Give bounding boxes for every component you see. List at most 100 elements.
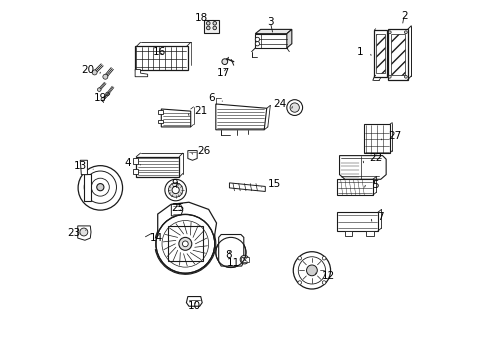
Text: 18: 18 (194, 13, 207, 23)
Circle shape (387, 75, 390, 78)
Text: 8: 8 (224, 250, 231, 260)
Text: 22: 22 (368, 153, 382, 163)
Polygon shape (186, 297, 202, 306)
Polygon shape (336, 212, 377, 231)
Bar (390, 34, 405, 75)
Bar (375, 35, 385, 73)
Polygon shape (187, 150, 197, 160)
Bar (84, 175, 90, 201)
Circle shape (255, 37, 259, 41)
Text: 11: 11 (226, 258, 240, 268)
Text: 25: 25 (171, 203, 184, 213)
Circle shape (97, 88, 101, 91)
Text: 21: 21 (194, 106, 207, 116)
Circle shape (92, 70, 97, 75)
Polygon shape (339, 156, 386, 179)
Circle shape (297, 256, 301, 260)
Circle shape (84, 171, 116, 203)
Circle shape (102, 74, 108, 79)
Text: 10: 10 (187, 301, 201, 311)
Polygon shape (158, 202, 216, 255)
Circle shape (182, 241, 188, 247)
Circle shape (387, 31, 390, 34)
Polygon shape (215, 104, 266, 130)
Polygon shape (158, 110, 163, 114)
Text: 15: 15 (267, 179, 281, 189)
Text: 14: 14 (149, 233, 163, 243)
Polygon shape (135, 69, 147, 77)
Circle shape (206, 22, 210, 25)
Text: 13: 13 (73, 161, 86, 171)
Text: 23: 23 (67, 228, 80, 238)
Polygon shape (336, 179, 372, 195)
Circle shape (212, 22, 216, 25)
Polygon shape (218, 234, 244, 266)
Circle shape (156, 215, 214, 273)
Circle shape (221, 242, 241, 262)
Polygon shape (255, 34, 286, 48)
Circle shape (306, 265, 317, 276)
Circle shape (212, 26, 216, 30)
Circle shape (168, 183, 183, 197)
Polygon shape (80, 160, 87, 175)
Polygon shape (132, 158, 137, 164)
Circle shape (215, 237, 245, 267)
Polygon shape (387, 30, 407, 80)
Text: 26: 26 (197, 145, 210, 156)
Text: 27: 27 (387, 131, 400, 141)
Circle shape (222, 59, 227, 64)
Polygon shape (241, 257, 248, 262)
Circle shape (404, 75, 407, 78)
Polygon shape (158, 120, 163, 123)
Circle shape (293, 252, 330, 289)
Circle shape (105, 92, 109, 96)
Text: 4: 4 (124, 158, 131, 168)
Text: 19: 19 (94, 93, 107, 103)
Circle shape (404, 31, 407, 34)
Text: 16: 16 (152, 46, 165, 57)
Bar (364, 124, 389, 153)
Polygon shape (78, 226, 91, 240)
Circle shape (255, 41, 259, 46)
Circle shape (164, 179, 186, 201)
Text: 9: 9 (171, 179, 178, 189)
Text: 20: 20 (81, 64, 94, 75)
Polygon shape (344, 231, 351, 235)
Text: 12: 12 (321, 271, 334, 281)
Text: 17: 17 (216, 68, 229, 78)
Circle shape (80, 228, 88, 236)
Circle shape (78, 166, 122, 210)
Circle shape (97, 184, 104, 191)
Text: 3: 3 (266, 17, 273, 27)
Circle shape (298, 257, 325, 284)
Circle shape (91, 178, 109, 196)
Circle shape (297, 281, 301, 284)
Polygon shape (136, 157, 179, 177)
Text: 6: 6 (208, 93, 215, 103)
Circle shape (240, 255, 248, 264)
Polygon shape (255, 30, 291, 34)
Polygon shape (171, 204, 183, 216)
Text: 5: 5 (371, 180, 378, 190)
Circle shape (206, 26, 210, 30)
Circle shape (322, 256, 325, 260)
Polygon shape (366, 231, 373, 235)
Polygon shape (373, 30, 386, 77)
Text: 2: 2 (400, 11, 407, 21)
Circle shape (179, 237, 191, 250)
Circle shape (162, 221, 208, 267)
Bar (168, 226, 202, 261)
Polygon shape (286, 30, 291, 48)
Text: 1: 1 (356, 46, 363, 57)
Circle shape (289, 103, 299, 112)
Polygon shape (132, 168, 137, 174)
Circle shape (286, 100, 302, 116)
Bar (135, 46, 187, 70)
Polygon shape (161, 109, 190, 127)
Polygon shape (229, 183, 265, 192)
Text: 7: 7 (376, 212, 383, 221)
Bar (204, 20, 218, 33)
Circle shape (172, 186, 179, 194)
Circle shape (101, 98, 104, 101)
Text: 24: 24 (273, 99, 286, 109)
